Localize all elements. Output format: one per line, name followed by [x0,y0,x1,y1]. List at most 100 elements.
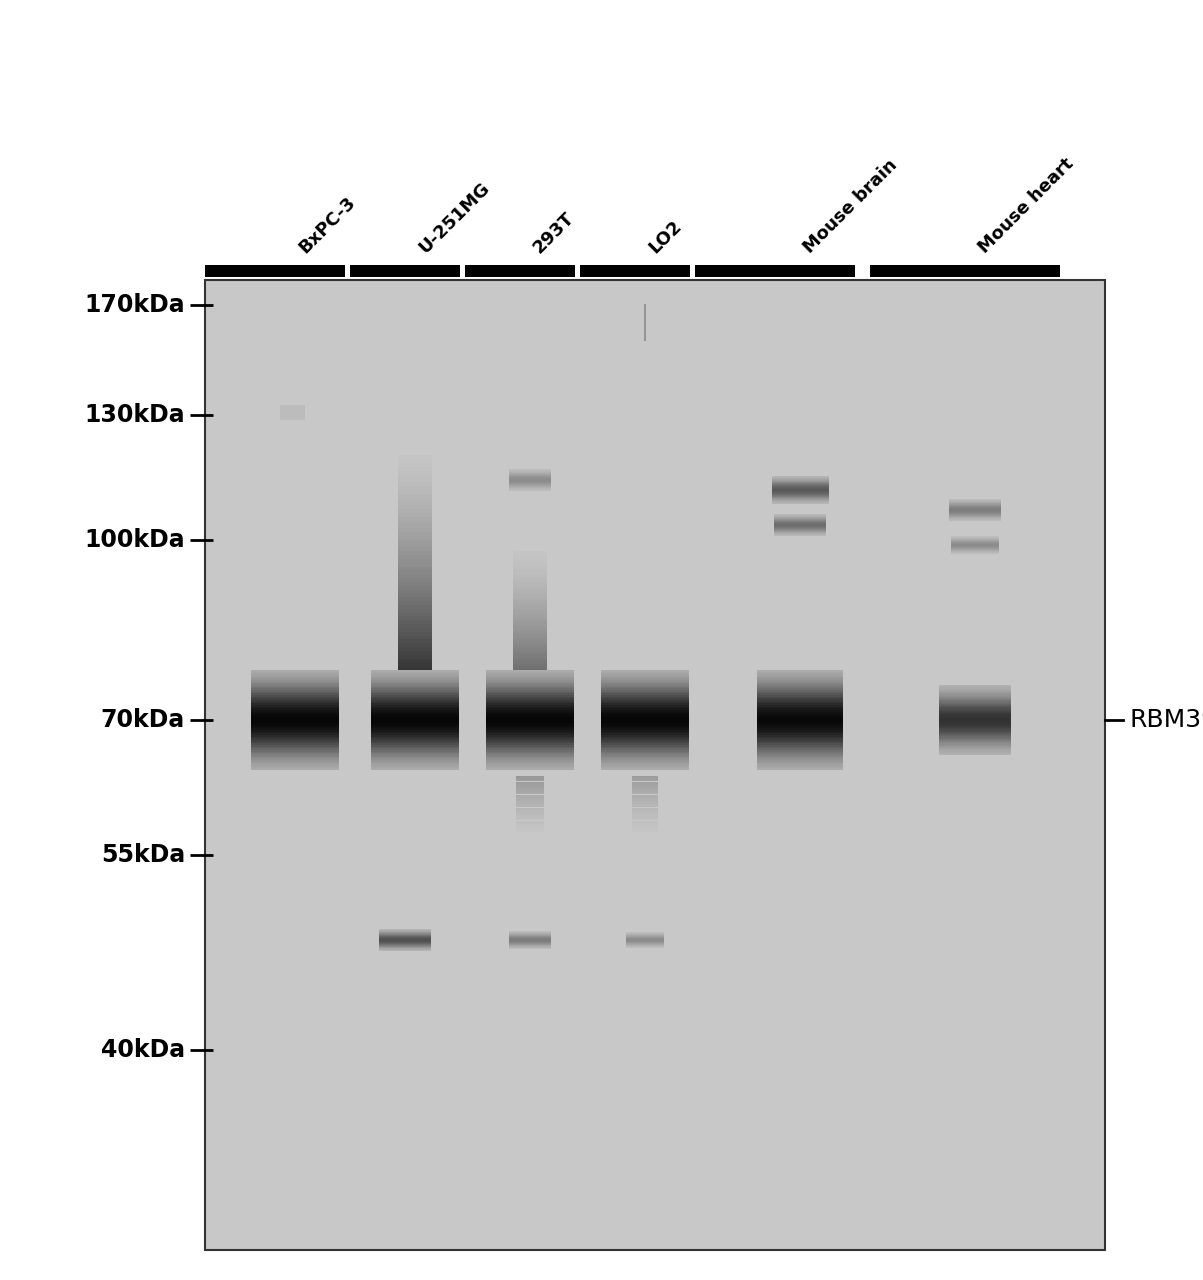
Bar [514,628,546,631]
Bar [486,740,574,741]
Bar [372,695,458,696]
Bar [251,746,339,749]
Bar [398,586,432,590]
Bar [372,699,458,700]
Bar [486,717,574,718]
Bar [372,669,458,672]
Bar [514,568,546,571]
Bar [757,767,843,768]
Bar [757,746,843,749]
Bar [514,634,546,635]
Bar [486,690,574,691]
Bar [602,700,688,701]
Bar [757,741,843,744]
Bar [602,763,688,765]
Bar [757,754,843,755]
Bar [757,716,843,717]
Bar [372,767,458,768]
Bar [757,737,843,739]
Text: 130kDa: 130kDa [84,403,185,428]
Bar [398,609,432,613]
Bar [514,588,546,590]
Bar [398,631,432,635]
Bar [514,653,546,655]
Bar [514,600,546,603]
Bar [372,756,458,758]
Bar [398,666,432,669]
Bar [398,605,432,609]
Bar [251,700,339,701]
Bar [398,548,432,552]
Bar [757,739,843,740]
Bar [372,760,458,762]
Bar [251,701,339,703]
Bar [486,694,574,695]
Bar [398,567,432,571]
Bar [602,685,688,686]
Bar [251,718,339,719]
Bar [757,708,843,710]
Bar [514,559,546,562]
Bar [251,737,339,739]
Bar [514,618,546,621]
Bar [757,733,843,735]
Bar [398,494,432,498]
Bar [251,732,339,733]
Bar [398,559,432,563]
Bar [398,556,432,559]
Bar [602,712,688,713]
Bar [602,678,688,680]
Bar [398,502,432,506]
Bar [486,718,574,719]
Bar [757,758,843,760]
Bar [398,552,432,556]
Bar [205,265,345,276]
Bar [372,707,458,708]
Bar [602,767,688,768]
Bar [514,641,546,644]
Bar [514,605,546,607]
Bar [757,680,843,682]
Bar [251,745,339,746]
Bar [757,682,843,684]
Bar [602,713,688,716]
Bar [251,707,339,708]
Bar [251,765,339,767]
Bar [398,639,432,643]
Bar [757,696,843,699]
Bar [757,691,843,694]
Bar [514,644,546,646]
Bar [486,727,574,728]
Bar [372,694,458,695]
Bar [372,751,458,754]
Bar [372,689,458,690]
Text: 70kDa: 70kDa [101,708,185,732]
Bar [602,686,688,689]
Bar [372,724,458,727]
Bar [372,678,458,680]
Bar [486,673,574,675]
Bar [602,750,688,751]
Bar [398,540,432,544]
Bar [486,685,574,686]
Text: 55kDa: 55kDa [101,844,185,867]
Bar [398,479,432,483]
Bar [757,750,843,751]
Bar [870,265,1060,276]
Bar [398,532,432,536]
Bar [398,643,432,646]
Bar [757,730,843,732]
Bar [695,265,855,276]
Bar [372,717,458,718]
Bar [486,719,574,722]
Bar [757,669,843,672]
Bar [514,668,546,669]
Bar [757,700,843,701]
Bar [398,506,432,509]
Bar [486,760,574,762]
Bar [514,666,546,668]
Bar [372,758,458,760]
Bar [372,718,458,719]
Bar [602,768,688,771]
Bar [251,669,339,672]
